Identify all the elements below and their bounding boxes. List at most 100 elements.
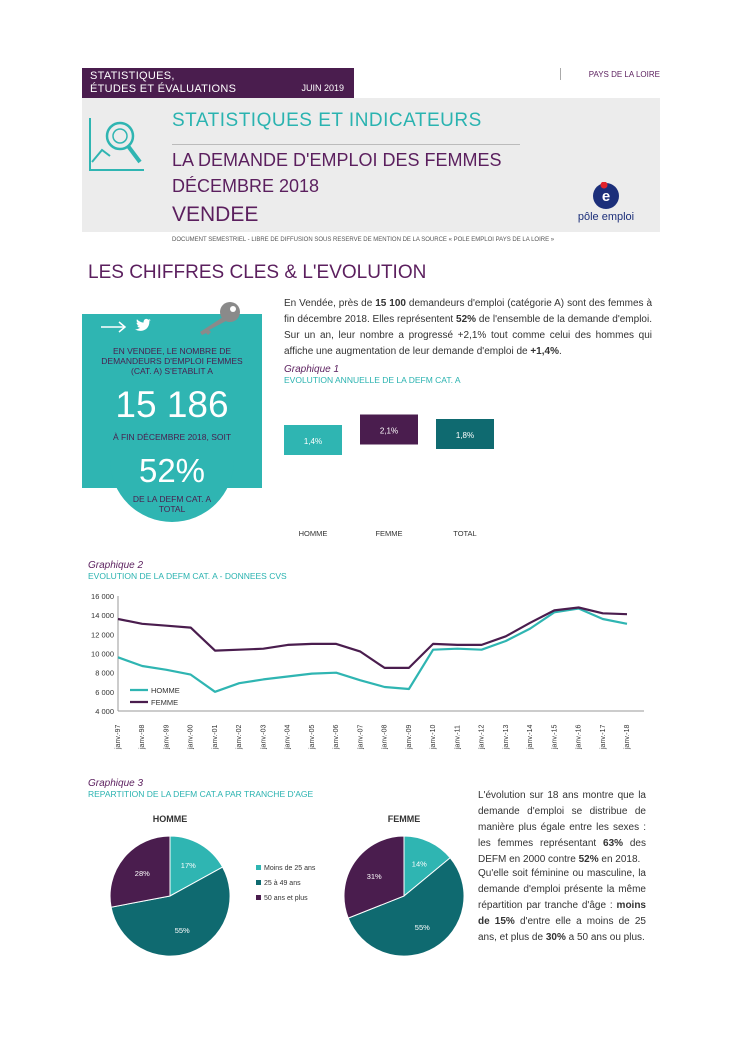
key-card-date: À FIN DÉCEMBRE 2018, SOIT <box>112 432 232 442</box>
graph2-x-tick-label-12: janv.-09 <box>406 725 413 750</box>
graph3-pie-label-1-1: 55% <box>415 923 430 932</box>
graph1-bar-2 <box>436 419 494 449</box>
graph2-y-tick-label-0: 4 000 <box>95 707 114 716</box>
graph2-y-tick-label-3: 10 000 <box>91 650 114 659</box>
graph1-bar-1 <box>360 414 418 445</box>
graph2-subtitle: EVOLUTION DE LA DEFM CAT. A - DONNEES CV… <box>88 571 287 581</box>
graph2-x-tick-label-14: janv.-11 <box>454 725 461 750</box>
graph2-x-tick-label-4: janv.-01 <box>212 725 219 750</box>
graph1-data-label-2: 1,8% <box>456 431 474 440</box>
title-divider <box>172 144 520 145</box>
graph3-pie-slice-1-1 <box>347 857 465 956</box>
graph2-x-tick-label-15: janv.-12 <box>479 725 486 750</box>
graph2-caption: Graphique 2 <box>88 560 144 571</box>
graph2-x-tick-label-1: janv.-98 <box>139 725 146 750</box>
graph1-data-label-0: 1,4% <box>304 437 322 446</box>
graph2-series-line-homme <box>117 607 628 693</box>
graph2-y-tick-label-5: 14 000 <box>91 611 114 620</box>
logo-text: pôle emploi <box>577 211 635 223</box>
graph3-legend-label-2: 50 ans et plus <box>264 895 308 902</box>
section-title: LES CHIFFRES CLES & L'EVOLUTION <box>88 262 427 283</box>
graph2-x-tick-label-5: janv.-02 <box>236 725 243 750</box>
conclusion-bold-1d: 52% <box>578 854 599 865</box>
graph3-pie-slice-0-0 <box>169 835 224 897</box>
conclusion-text-2e: a 50 ans ou plus. <box>565 932 645 943</box>
graph1-category-label-1: FEMME <box>375 529 402 538</box>
svg-text:e: e <box>602 188 610 205</box>
intro-paragraph: En Vendée, près de 15 100 demandeurs d'e… <box>284 296 652 360</box>
header-date: JUIN 2019 <box>301 83 344 93</box>
graph2-x-tick-label-17: janv.-14 <box>527 725 534 750</box>
region-divider <box>560 68 561 80</box>
arrow-icon <box>100 320 130 338</box>
graph2-series-line-femme <box>117 606 628 670</box>
graph2-x-tick-label-7: janv.-04 <box>285 725 292 750</box>
graph3-pie-label-0-1: 55% <box>175 926 190 935</box>
intro-text-3: de l'ensemble de la demande d'emploi. Su… <box>284 314 652 357</box>
intro-text-2: demandeurs d'emploi (catégorie A) sont d… <box>284 298 653 325</box>
twitter-icon[interactable] <box>134 317 152 338</box>
document-title-line2: DÉCEMBRE 2018 <box>172 176 320 196</box>
graph3-legend-swatch-2 <box>256 895 261 900</box>
conclusion-paragraph-2: Qu'elle soit féminine ou masculine, la d… <box>478 866 646 946</box>
graph2-x-tick-label-2: janv.-99 <box>163 725 170 750</box>
pole-emploi-logo: e pôle emploi <box>566 182 646 223</box>
graph1-bar-chart: 1,4% HOMME 2,1% FEMME 1,8% TOTAL <box>284 414 494 538</box>
key-card-lead: EN VENDEE, LE NOMBRE DE DEMANDEURS D'EMP… <box>101 346 243 376</box>
key-card-value: 15 186 <box>115 384 229 425</box>
intro-bold-1: 15 100 <box>375 298 406 309</box>
graph2-x-tick-label-18: janv.-15 <box>551 725 558 750</box>
graph3-legend-label-0: Moins de 25 ans <box>264 865 316 872</box>
graph2-legend-label-homme: HOMME <box>151 686 180 695</box>
document-note: DOCUMENT SEMESTRIEL - LIBRE DE DIFFUSION… <box>172 237 555 243</box>
conclusion-text-1c: des DEFM en 2000 contre <box>478 838 646 865</box>
graph3-pie-label-0-2: 28% <box>135 869 150 878</box>
graph2-x-tick-label-21: janv.-18 <box>624 725 631 750</box>
graph3-pie-slice-1-2 <box>343 835 405 919</box>
graph2-x-tick-label-0: janv.-97 <box>115 725 122 750</box>
graph1-category-label-0: HOMME <box>299 529 328 538</box>
graph1-bar-0 <box>284 425 342 455</box>
intro-text-4: . <box>558 346 562 357</box>
conclusion-bold-1b: 63% <box>603 838 624 849</box>
graph3-pie-title-1: FEMME <box>388 814 421 824</box>
graph2-x-tick-label-3: janv.-00 <box>188 725 195 750</box>
intro-bold-2: 52% <box>456 314 477 325</box>
intro-bold-3: +1,4% <box>530 346 559 357</box>
graph2-legend-label-femme: FEMME <box>151 698 178 707</box>
graph3-pie-slice-0-2 <box>109 835 171 908</box>
graph3-pie-slice-1-0 <box>403 835 451 898</box>
graph3-legend-swatch-0 <box>256 865 261 870</box>
conclusion-paragraph-1: L'évolution sur 18 ans montre que la dem… <box>478 788 646 868</box>
conclusion-bold-2b: moins de 15% <box>478 900 646 927</box>
conclusion-bold-2d: 30% <box>545 932 566 943</box>
intro-text-1: En Vendée, près de <box>284 298 376 309</box>
graph3-pie-label-1-0: 14% <box>412 859 427 868</box>
graph3-caption: Graphique 3 <box>88 778 144 789</box>
conclusion-text-1a: L'évolution sur 18 ans montre que la dem… <box>478 790 646 849</box>
conclusion-text-2c: d'entre elle a moins de 25 ans, et plus … <box>478 916 646 943</box>
graph2-x-tick-label-19: janv.-16 <box>576 725 583 750</box>
graph3-legend-swatch-1 <box>256 880 261 885</box>
graph1-category-label-2: TOTAL <box>453 529 476 538</box>
key-icon <box>196 300 244 341</box>
series-title: STATISTIQUES ET INDICATEURS <box>172 110 482 131</box>
document-title-line1: LA DEMANDE D'EMPLOI DES FEMMES <box>172 150 502 170</box>
graph2-x-tick-label-13: janv.-10 <box>430 725 437 750</box>
graph2-x-tick-label-10: janv.-07 <box>357 725 364 750</box>
graph2-y-tick-label-6: 16 000 <box>91 592 114 601</box>
graph1-caption: Graphique 1 <box>284 364 340 375</box>
graph3-pie-label-1-2: 31% <box>367 872 382 881</box>
graph2-x-tick-label-20: janv.-17 <box>600 725 607 750</box>
graph2-x-tick-label-16: janv.-13 <box>503 725 510 750</box>
graph2-x-tick-label-9: janv.-06 <box>333 725 340 750</box>
conclusion-text-1e: en 2018. <box>598 854 641 865</box>
header-tag-line2: ÉTUDES ET ÉVALUATIONS <box>90 83 237 95</box>
header-tag-line1: STATISTIQUES, <box>90 70 175 82</box>
graph1-data-label-1: 2,1% <box>380 427 398 436</box>
magnifier-chart-icon <box>89 118 144 171</box>
graph2-x-tick-label-6: janv.-03 <box>260 725 267 750</box>
graph2-y-tick-label-1: 6 000 <box>95 688 114 697</box>
graph3-pie-title-0: HOMME <box>153 814 188 824</box>
graph2-line-chart: 4 000 6 000 8 000 10 000 12 000 14 000 16 000 j… <box>91 592 644 750</box>
